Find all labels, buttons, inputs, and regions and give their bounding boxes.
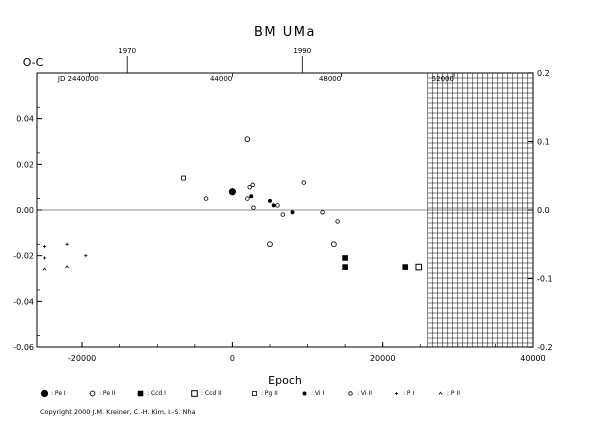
legend-marker — [89, 390, 96, 397]
data-point — [181, 175, 186, 181]
top-jd-label: 44000 — [210, 75, 232, 83]
data-point — [275, 203, 280, 208]
legend-item: : Pg II — [250, 389, 278, 398]
x-tick-label: 40000 — [520, 354, 545, 363]
top-year-label: 1990 — [293, 47, 311, 55]
x-tick-label: 20000 — [370, 354, 395, 363]
right-tick-label: 0.1 — [537, 137, 550, 146]
x-axis-label: Epoch — [268, 374, 302, 387]
legend-marker — [348, 391, 353, 396]
data-point — [249, 194, 254, 199]
y-tick-label: 0.02 — [16, 160, 34, 169]
data-point — [290, 210, 295, 215]
legend-label: : Ccd I — [147, 390, 166, 397]
data-point — [203, 196, 209, 201]
data-point — [402, 264, 409, 270]
legend-symbol — [137, 390, 144, 397]
y-tick-label: -0.06 — [13, 343, 34, 352]
legend-marker — [252, 391, 257, 396]
right-tick-label: -0.1 — [537, 275, 553, 284]
right-tick-label: 0.2 — [537, 69, 550, 78]
legend-item: : Vi I — [300, 389, 324, 398]
legend-symbol — [89, 390, 96, 397]
legend-symbol — [40, 389, 49, 398]
legend-label: : P II — [447, 390, 460, 397]
y-tick-label: -0.02 — [13, 252, 34, 261]
top-jd-label: JD 2440000 — [57, 75, 99, 83]
legend-label: : Vi II — [357, 390, 373, 397]
legend-label: : Pe II — [99, 390, 116, 397]
data-point — [42, 267, 47, 271]
data-point — [65, 265, 69, 269]
legend-item: : Pe I — [40, 389, 66, 398]
legend: : Pe I : Pe II : Ccd I : Ccd II : Pg II : Vi … — [40, 389, 580, 403]
legend-item: : Ccd II — [190, 389, 222, 398]
data-point — [42, 244, 47, 249]
data-point — [267, 198, 272, 203]
copyright-text: Copyright 2000 J.M. Kreiner, C.-H. Kim, … — [40, 408, 196, 416]
y-tick-label: 0.00 — [16, 206, 34, 215]
legend-label: : Ccd II — [201, 390, 222, 397]
data-point — [280, 212, 285, 217]
legend-label: : Pe I — [51, 390, 66, 397]
data-point — [247, 184, 252, 190]
legend-item: : Ccd I — [136, 389, 166, 398]
right-tick-label: -0.2 — [537, 343, 553, 352]
data-point — [65, 242, 69, 246]
data-point — [271, 203, 276, 208]
legend-item: : P II — [436, 389, 460, 398]
legend-marker — [137, 390, 144, 397]
x-tick-label: -20000 — [68, 354, 96, 363]
data-point — [320, 210, 325, 215]
data-point — [84, 254, 88, 258]
legend-label: : Pg II — [261, 390, 278, 397]
legend-symbol — [394, 391, 399, 396]
legend-marker — [394, 391, 399, 396]
legend-symbol — [348, 391, 353, 396]
data-point — [335, 219, 340, 224]
legend-label: : P I — [403, 390, 415, 397]
top-year-label: 1970 — [118, 47, 136, 55]
legend-marker — [302, 391, 307, 396]
data-point — [250, 182, 255, 188]
data-point — [415, 263, 423, 271]
data-point — [245, 196, 250, 201]
legend-marker — [40, 389, 49, 398]
legend-marker — [438, 391, 443, 395]
legend-marker — [191, 390, 198, 397]
legend-symbol — [191, 390, 198, 397]
legend-symbol — [252, 391, 257, 396]
data-point — [228, 188, 236, 196]
x-tick-label: 0 — [230, 354, 235, 363]
legend-symbol — [302, 391, 307, 396]
data-point — [330, 241, 337, 248]
y-tick-label: 0.04 — [16, 115, 34, 124]
chart-title: BM UMa — [254, 25, 316, 40]
data-point — [251, 205, 256, 210]
data-point — [42, 256, 47, 260]
legend-symbol — [438, 391, 443, 395]
top-jd-label: 48000 — [319, 75, 341, 83]
data-point — [342, 255, 348, 261]
y-axis-label: O-C — [23, 56, 44, 69]
data-point — [267, 241, 273, 248]
legend-item: : P I — [392, 389, 414, 398]
legend-item: : Vi II — [346, 389, 372, 398]
legend-label: : Vi I — [311, 390, 325, 397]
y-tick-label: -0.04 — [13, 297, 34, 306]
data-point — [301, 180, 306, 185]
data-point — [342, 264, 348, 270]
right-tick-label: 0.0 — [537, 206, 550, 215]
top-jd-label: 52000 — [432, 75, 454, 83]
legend-item: : Pe II — [88, 389, 115, 398]
data-point — [244, 136, 251, 143]
